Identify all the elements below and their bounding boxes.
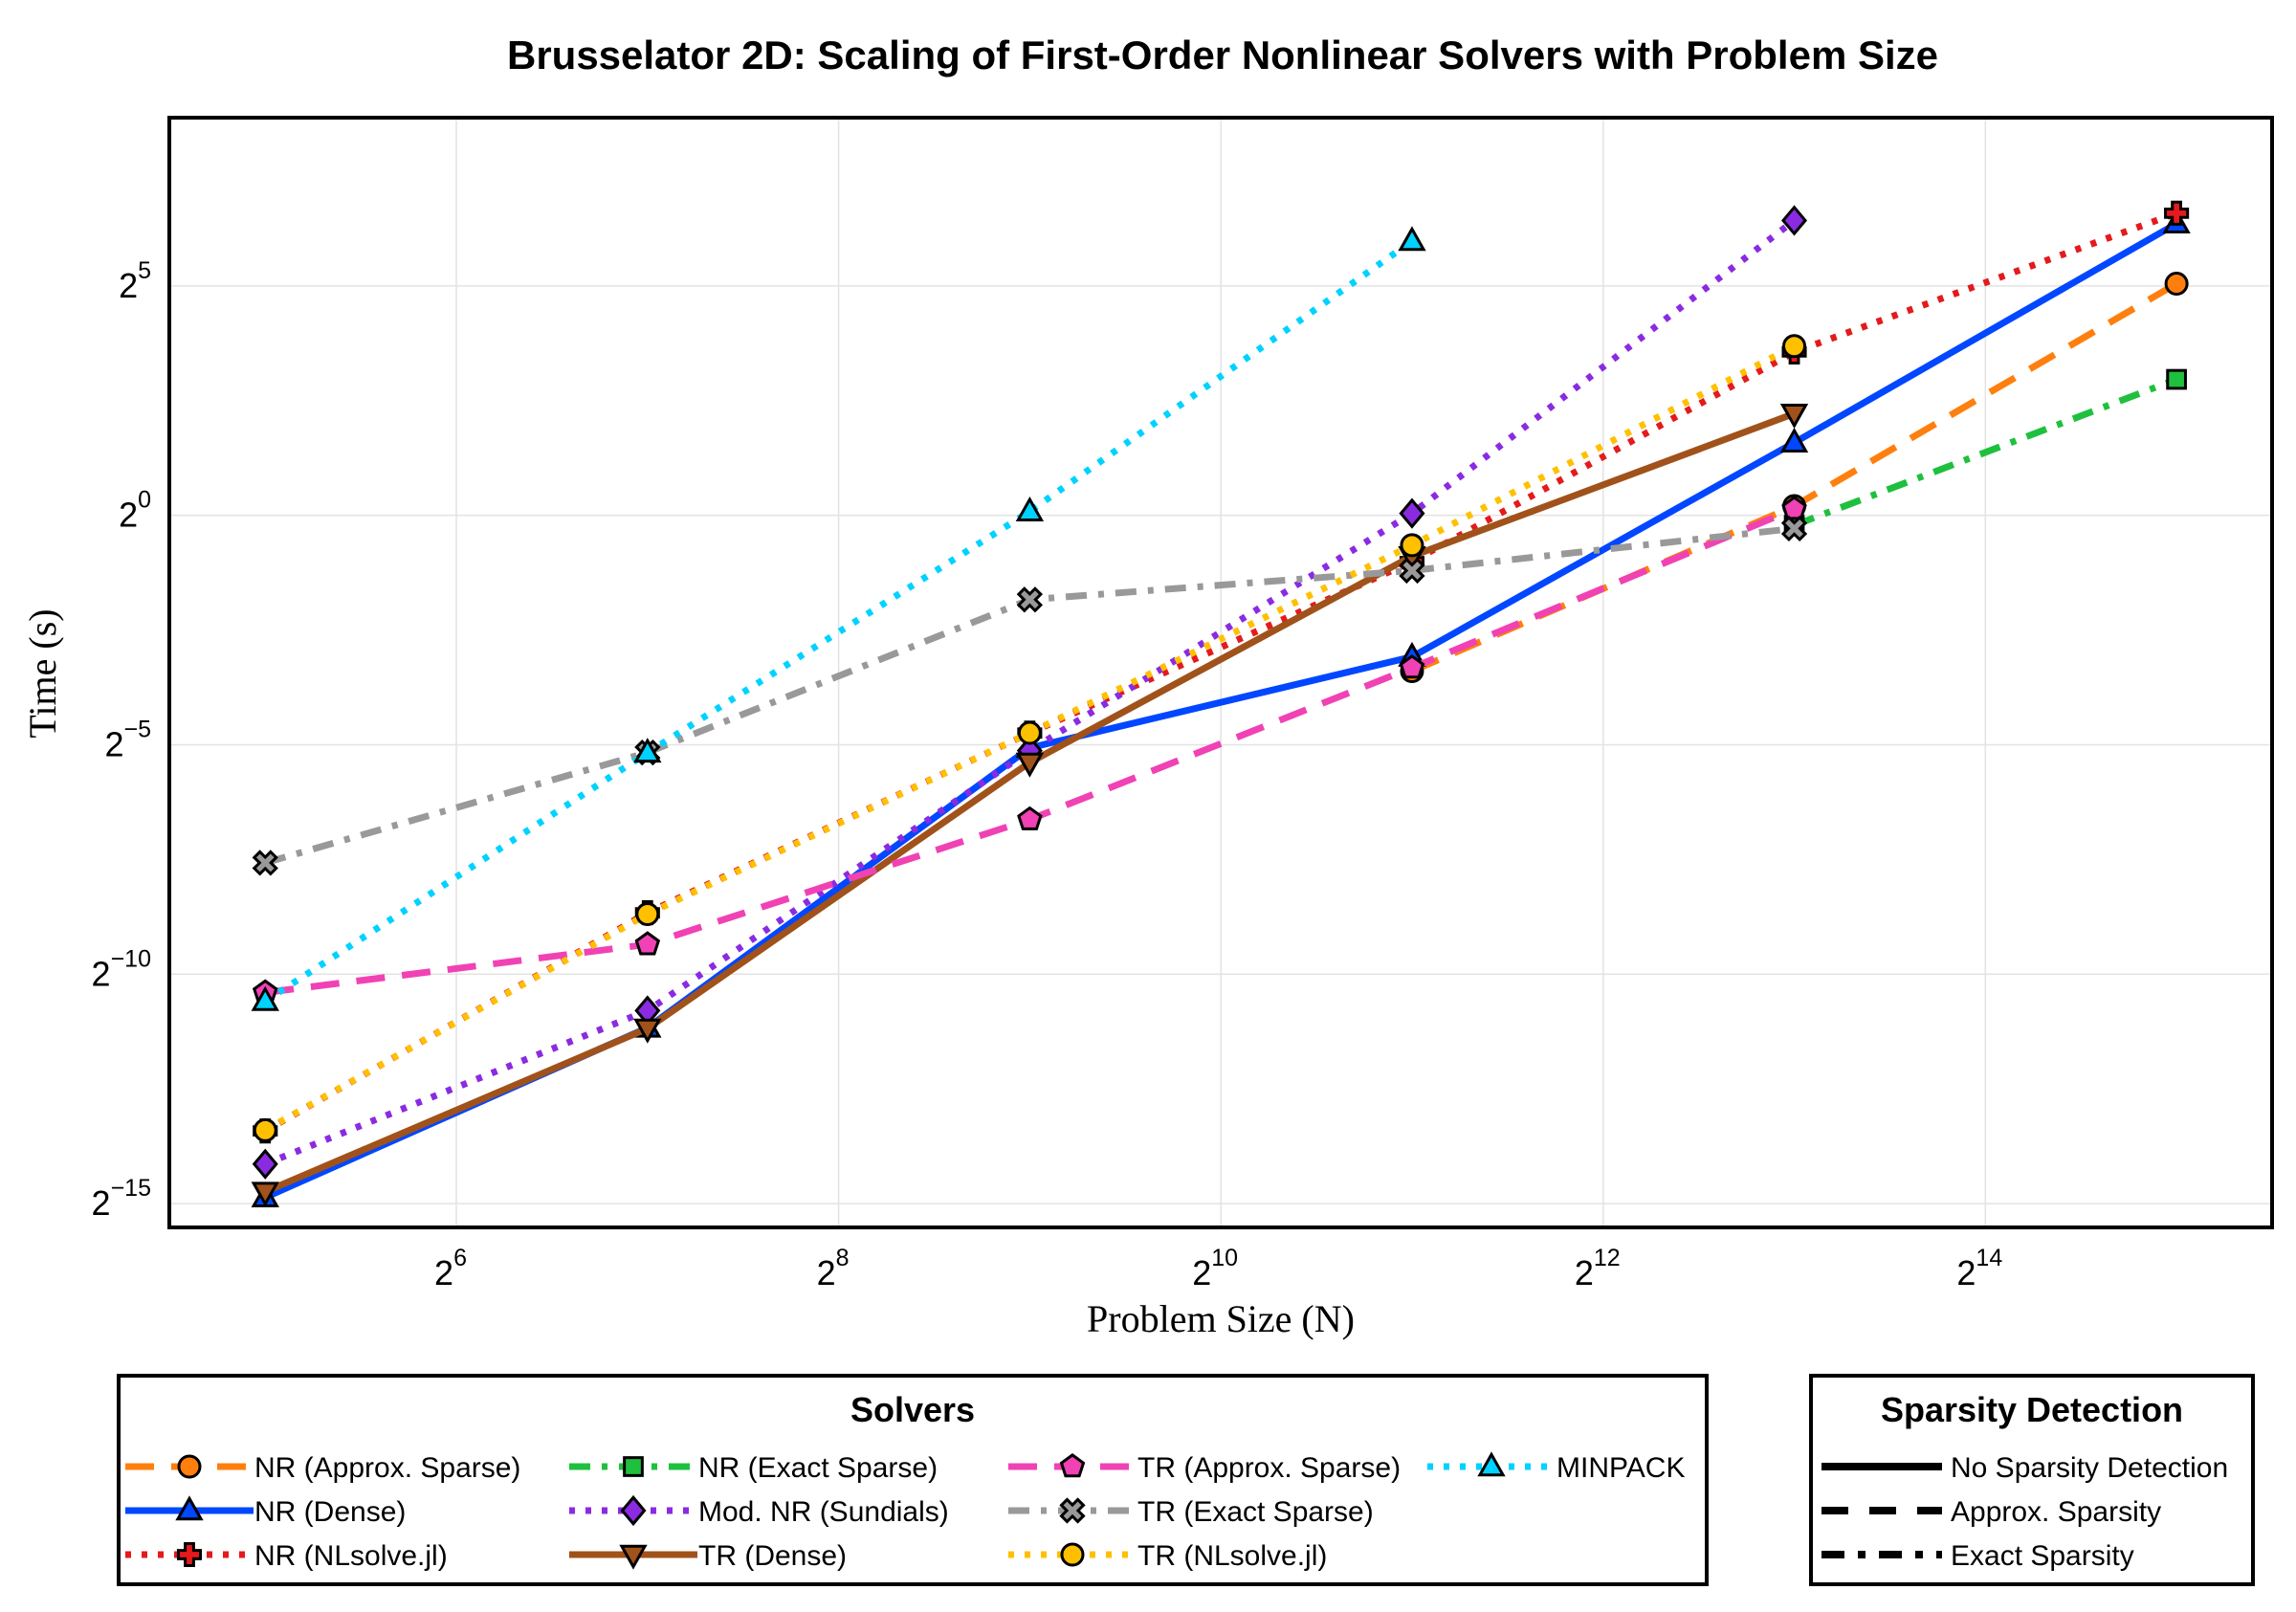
legend-item: NR (NLsolve.jl) bbox=[125, 1540, 448, 1572]
legend-item: NR (Exact Sparse) bbox=[569, 1452, 938, 1484]
y-tick-label: 2−15 bbox=[92, 1175, 151, 1223]
y-tick-label: 2−10 bbox=[92, 945, 151, 993]
legend-label: NR (Dense) bbox=[254, 1496, 406, 1528]
data-point bbox=[1398, 226, 1426, 252]
solvers-legend-title: Solvers bbox=[850, 1390, 975, 1429]
data-point bbox=[634, 931, 661, 956]
legend-label: TR (Approx. Sparse) bbox=[1137, 1452, 1401, 1484]
legend-item: TR (Approx. Sparse) bbox=[1008, 1452, 1401, 1484]
data-point bbox=[1399, 654, 1425, 679]
data-point bbox=[1015, 496, 1045, 521]
series-tr-nlsolve-jl bbox=[253, 334, 1807, 1142]
legend-label: TR (NLsolve.jl) bbox=[1137, 1540, 1327, 1572]
data-point bbox=[635, 902, 660, 927]
sparsity-legend-item: No Sparsity Detection bbox=[1821, 1452, 2228, 1484]
series-tr-dense bbox=[251, 404, 1809, 1207]
legend-item: TR (Exact Sparse) bbox=[1008, 1496, 1374, 1528]
legend-item: MINPACK bbox=[1427, 1451, 1685, 1484]
legend-marker bbox=[1060, 1542, 1085, 1567]
legend-marker bbox=[620, 1494, 647, 1527]
series-line bbox=[263, 238, 1414, 1005]
data-point bbox=[2166, 368, 2187, 390]
data-point bbox=[1781, 205, 1808, 236]
series-minpack bbox=[251, 226, 1426, 1011]
sparsity-legend-label: No Sparsity Detection bbox=[1951, 1452, 2228, 1484]
x-tick-label: 28 bbox=[817, 1245, 850, 1292]
x-tick-label: 212 bbox=[1575, 1245, 1621, 1292]
y-tick-label: 20 bbox=[119, 487, 151, 535]
legend-item: TR (Dense) bbox=[569, 1540, 847, 1572]
series-line bbox=[1793, 376, 2178, 529]
y-tick-label: 25 bbox=[119, 257, 151, 305]
solvers-legend-items: NR (Approx. Sparse) NR (Dense) NR (NLsolve… bbox=[125, 1451, 1685, 1572]
data-point bbox=[1015, 752, 1045, 778]
legend-label: MINPACK bbox=[1556, 1452, 1685, 1484]
data-point bbox=[252, 850, 278, 876]
sparsity-legend-item: Approx. Sparsity bbox=[1821, 1496, 2161, 1528]
data-point bbox=[251, 1181, 279, 1207]
data-point bbox=[251, 985, 279, 1011]
solvers-legend: Solvers NR (Approx. Sparse)NR (Dense)NR … bbox=[117, 1374, 1709, 1586]
legend-label: TR (Exact Sparse) bbox=[1137, 1496, 1374, 1528]
data-point bbox=[633, 1018, 662, 1044]
data-point bbox=[252, 1148, 278, 1180]
x-tick-label: 210 bbox=[1192, 1245, 1238, 1292]
series-layer bbox=[251, 200, 2191, 1207]
data-point bbox=[1782, 334, 1807, 359]
y-tick-label: 2−5 bbox=[104, 716, 151, 763]
legend-marker bbox=[619, 1544, 648, 1570]
sparsity-legend-item: Exact Sparsity bbox=[1821, 1540, 2134, 1572]
legend-marker bbox=[177, 1454, 202, 1479]
legend-label: NR (NLsolve.jl) bbox=[254, 1540, 448, 1572]
legend-label: TR (Dense) bbox=[698, 1540, 847, 1572]
data-point bbox=[2164, 200, 2190, 226]
legend-item: Mod. NR (Sundials) bbox=[569, 1494, 949, 1528]
data-point bbox=[1017, 720, 1042, 745]
sparsity-legend-box bbox=[1809, 1374, 2255, 1586]
legend-item: NR (Dense) bbox=[125, 1495, 406, 1528]
data-point bbox=[1399, 497, 1425, 529]
x-tick-label: 26 bbox=[434, 1245, 467, 1292]
data-point bbox=[1017, 806, 1043, 830]
data-point bbox=[1779, 404, 1809, 430]
legend-marker bbox=[1477, 1451, 1506, 1477]
series-tr-approx-sparse bbox=[252, 496, 1807, 1004]
series-line bbox=[263, 217, 1797, 1167]
data-point bbox=[1016, 586, 1044, 613]
legend-marker bbox=[1059, 1497, 1086, 1524]
solvers-legend-box bbox=[117, 1374, 1709, 1586]
data-point bbox=[1780, 515, 1808, 542]
data-point bbox=[2164, 272, 2189, 297]
y-axis-label: Time (s) bbox=[21, 608, 64, 738]
data-point bbox=[1781, 496, 1807, 520]
sparsity-legend-label: Exact Sparsity bbox=[1951, 1540, 2134, 1572]
x-axis-label: Problem Size (N) bbox=[1087, 1297, 1355, 1340]
legend-label: Mod. NR (Sundials) bbox=[698, 1496, 949, 1528]
legend-marker bbox=[176, 1541, 203, 1568]
data-point bbox=[1400, 533, 1424, 558]
legend-item: TR (NLsolve.jl) bbox=[1008, 1540, 1327, 1572]
sparsity-legend-title: Sparsity Detection bbox=[1881, 1390, 2183, 1429]
chart-title: Brusselator 2D: Scaling of First-Order N… bbox=[507, 33, 1938, 77]
plot-border bbox=[167, 116, 2274, 1229]
sparsity-legend: Sparsity Detection No Sparsity Detection… bbox=[1809, 1374, 2255, 1586]
legend-label: NR (Exact Sparse) bbox=[698, 1452, 938, 1484]
data-point bbox=[253, 1117, 277, 1142]
x-tick-label: 214 bbox=[1956, 1245, 2002, 1292]
sparsity-legend-label: Approx. Sparsity bbox=[1951, 1496, 2161, 1528]
legend-marker bbox=[175, 1495, 204, 1521]
data-point bbox=[1779, 427, 1809, 453]
legend-marker bbox=[623, 1456, 644, 1477]
tick-layer: 26 28 210 212 214 25 20 2−5 2−10 2−15 bbox=[92, 257, 2003, 1292]
sparsity-legend-items: No Sparsity Detection Approx. Sparsity Exa… bbox=[1821, 1452, 2228, 1572]
legend-marker bbox=[1059, 1453, 1086, 1478]
legend-label: NR (Approx. Sparse) bbox=[254, 1452, 520, 1484]
data-point bbox=[1399, 557, 1425, 585]
data-point bbox=[633, 738, 662, 763]
legend-item: NR (Approx. Sparse) bbox=[125, 1452, 520, 1484]
